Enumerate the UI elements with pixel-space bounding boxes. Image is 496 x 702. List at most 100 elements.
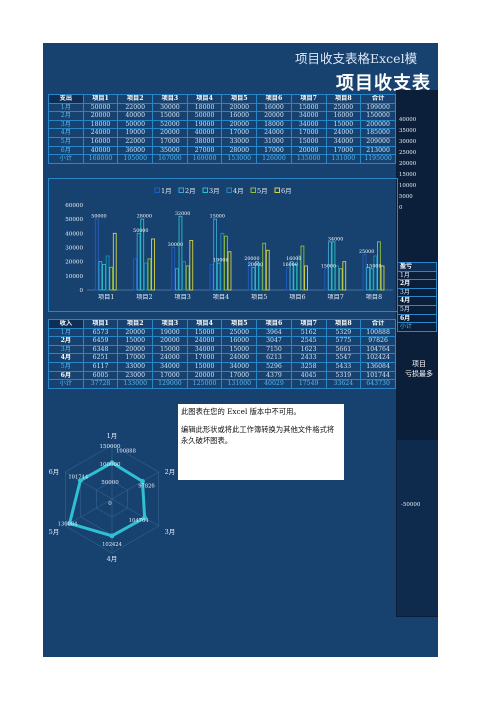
expense-cell: 18000 [256,119,292,130]
right-axis-tick: 15000 [399,172,417,178]
income-total-cell: 33624 [325,379,362,389]
income-cell: 24000 [221,353,258,363]
radar-point [67,521,72,526]
bar [209,264,214,291]
income-cell: 5661 [325,344,362,355]
income-cell: 6251 [82,353,119,363]
radar-point-label: 100888 [116,449,136,455]
radar-ring-label: 100000 [100,462,121,468]
expense-cell: 52000 [152,119,188,130]
income-cell: 100888 [360,327,396,338]
bar [133,258,137,291]
bar-data-label: 15000 [210,214,225,220]
income-cell: 3047 [256,336,292,346]
expense-cell: 16000 [256,102,292,113]
expense-cell: 50000 [117,119,154,130]
legend-label: 5月 [257,187,268,195]
placeholder-line1: 此图表在您的 Excel 版本中不可用。 [181,407,301,416]
bar [373,255,378,291]
income-total-cell: 125000 [186,379,223,389]
bar [151,238,155,291]
income-cell: 17000 [152,370,188,381]
bar [296,255,301,291]
income-cell: 5329 [325,327,362,338]
expense-cell: 17000 [221,128,258,138]
income-cell: 15000 [186,361,223,372]
income-cell: 6573 [82,327,119,338]
bar-data-label: 15000 [321,263,336,269]
expense-header-cell: 项目1 [82,94,119,104]
income-cell: 5433 [325,361,362,372]
expense-cell: 34000 [325,136,362,147]
income-cell: 101744 [360,370,396,381]
y-tick-label: 40000 [65,231,83,237]
income-cell: 102424 [360,353,396,363]
bar [140,218,145,291]
bar [182,261,186,291]
bar [300,245,305,291]
income-row-label: 2月 [48,336,84,346]
radar-spoke [65,498,113,527]
expense-cell: 16000 [82,136,119,147]
y-tick-label: 50000 [65,217,83,223]
income-header-cell: 项目6 [256,319,292,329]
radar-point [109,460,115,466]
bar [109,266,114,291]
expense-table: 支出 项目1 项目2 项目3 项目4 项目5 项目6 项目7 项目8 合计 1月 50000 22000… [48,94,396,164]
expense-total-cell: 195000 [117,154,154,164]
income-table: 收入 项目1 项目2 项目3 项目4 项目5 项目6 项目7 项目8 合计 1月 6573 20000 1… [48,319,396,389]
right-months-list: 盈亏 1月 2月 3月 4月 5月 6月 小计 [397,262,437,332]
expense-cell: 35000 [152,145,188,156]
income-total-cell: 37728 [82,379,119,389]
bar [327,241,332,291]
income-cell: 97826 [360,336,396,346]
income-cell: 34000 [152,361,188,372]
right-month-item: 2月 [397,280,437,289]
expense-cell: 20000 [82,111,119,121]
income-cell: 3258 [290,361,327,372]
expense-cell: 200000 [360,119,396,130]
income-row: 5月 6117 33000 34000 15000 34000 5296 3258 5433 13… [48,361,396,372]
income-cell: 23000 [117,370,154,381]
radar-chart-svg: 150000 100000 50000 0 1月 2月 3月 4月 5月 6月 100888 9782… [49,432,176,563]
expense-cell: 33000 [221,136,258,147]
income-cell: 5775 [325,336,362,346]
income-total-cell: 131000 [221,379,258,389]
income-row: 1月 6573 20000 19000 15000 25000 3964 5162 5329 10… [48,327,396,338]
bar [178,215,183,291]
income-total-cell: 643730 [360,379,396,389]
income-header-cell: 项目2 [117,319,154,329]
bar-data-label: 20000 [248,262,263,268]
expense-cell: 15000 [325,119,362,130]
bar [366,266,371,291]
bar-data-label: 16000 [286,256,301,262]
income-cell: 5547 [325,353,362,363]
right-label: 项目 亏损最多 [399,359,438,379]
expense-row-label: 5月 [48,136,84,147]
right-month-item: 1月 [397,271,437,281]
radar-axis-label: 6月 [49,468,60,476]
right-axis-tick: 20000 [399,161,417,167]
income-row-label: 5月 [48,361,84,372]
bar [247,261,252,291]
expense-cell: 150000 [360,111,396,121]
legend-swatch [178,187,184,193]
expense-header-cell: 项目3 [152,94,188,104]
right-month-item: 6月 [397,314,437,324]
bar [324,268,329,291]
income-cell: 25000 [221,327,258,338]
income-cell: 15000 [186,327,223,338]
expense-row: 5月 16000 22000 17000 38000 33000 31000 15000 340… [48,136,396,147]
income-cell: 20000 [117,327,154,338]
radar-point-label: 97826 [138,483,155,489]
expense-header-cell: 项目7 [290,94,327,104]
right-axis-tick: 40000 [399,117,417,123]
expense-cell: 185000 [360,128,396,138]
income-cell: 16000 [221,336,258,346]
expense-cell: 20000 [221,102,258,113]
income-header-cell: 项目8 [325,319,362,329]
bar [98,261,103,291]
expense-cell: 17000 [152,136,188,147]
expense-cell: 28000 [221,145,258,156]
bar [258,265,263,291]
